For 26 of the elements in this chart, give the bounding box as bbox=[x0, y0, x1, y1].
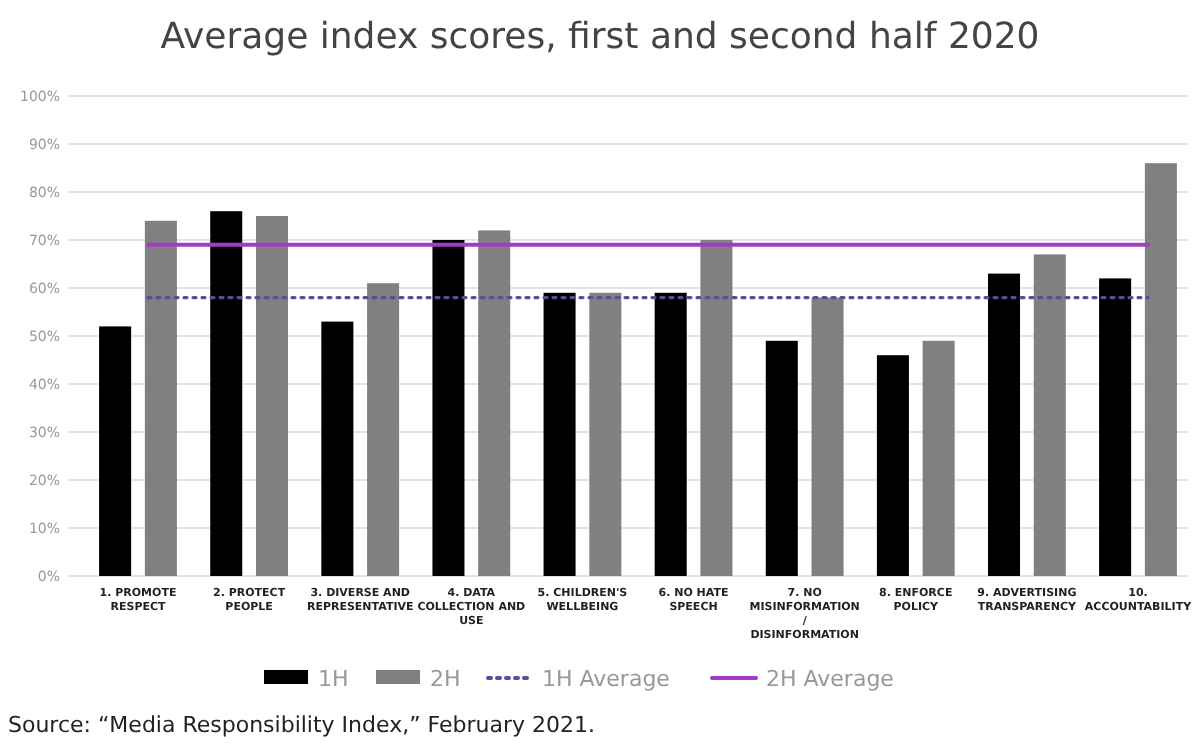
legend-label: 1H bbox=[318, 666, 349, 692]
bar bbox=[876, 355, 909, 576]
legend-label: 2H Average bbox=[766, 666, 895, 692]
bar bbox=[255, 216, 288, 576]
bar bbox=[922, 340, 955, 576]
chart-title: Average index scores, first and second half 2020 bbox=[160, 16, 1040, 58]
bar bbox=[654, 292, 687, 576]
legend-label: 1H Average bbox=[542, 666, 671, 692]
bar bbox=[1099, 278, 1132, 576]
bar bbox=[589, 292, 622, 576]
bar bbox=[1144, 163, 1177, 576]
source-note: Source: “Media Responsibility Index,” February 2021. bbox=[8, 712, 596, 738]
bar bbox=[432, 240, 465, 576]
legend-label: 2H bbox=[430, 666, 461, 692]
bar bbox=[700, 240, 733, 576]
bar bbox=[210, 211, 243, 576]
bar bbox=[811, 297, 844, 576]
bar bbox=[144, 220, 177, 576]
bar bbox=[367, 283, 400, 576]
bar bbox=[478, 230, 511, 576]
bar bbox=[988, 273, 1021, 576]
bar bbox=[543, 292, 576, 576]
bar bbox=[321, 321, 354, 576]
bar bbox=[1033, 254, 1066, 576]
bar bbox=[765, 340, 798, 576]
bar bbox=[99, 326, 132, 576]
